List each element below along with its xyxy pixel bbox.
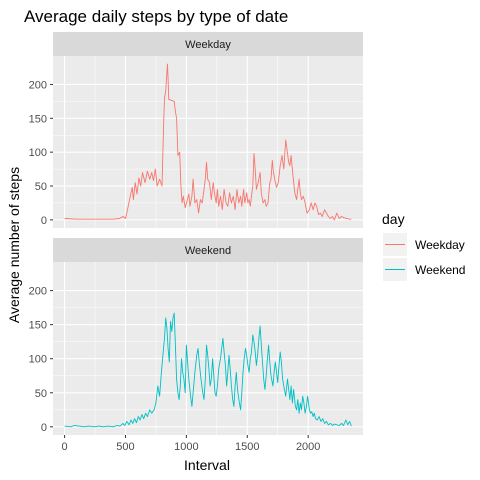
legend-label-weekday: Weekday [415, 238, 465, 252]
facet-strip [53, 238, 363, 262]
y-tick-label: 100 [29, 147, 47, 159]
legend: day Weekday Weekend [382, 211, 465, 281]
x-tick-label: 0 [62, 441, 68, 453]
legend-title: day [382, 211, 405, 227]
x-tick-label: 500 [116, 441, 134, 453]
y-tick-label: 150 [29, 320, 47, 332]
panel-background [53, 262, 363, 435]
panel-background [53, 56, 363, 228]
x-tick-label: 2000 [296, 441, 320, 453]
x-tick-label: 1500 [235, 441, 259, 453]
legend-label-weekend: Weekend [415, 263, 465, 277]
x-tick-label: 1000 [174, 441, 198, 453]
y-tick-label: 50 [35, 388, 47, 400]
facet-panel-weekday: Weekday 0 50 100 150 200 [29, 32, 363, 228]
y-axis-title: Average number of steps [6, 167, 22, 323]
series-line-weekday [64, 63, 352, 221]
y-tick-label: 0 [41, 215, 47, 227]
y-tick-label: 0 [41, 422, 47, 434]
y-tick-label: 100 [29, 354, 47, 366]
y-tick-label: 200 [29, 286, 47, 298]
facet-strip [53, 32, 363, 56]
y-tick-label: 200 [29, 79, 47, 91]
facet-strip-label: Weekend [185, 245, 231, 257]
y-tick-label: 50 [35, 181, 47, 193]
chart-title: Average daily steps by type of date [24, 7, 288, 26]
series-line-weekend [64, 312, 352, 428]
x-axis-title: Interval [184, 457, 230, 473]
y-tick-label: 150 [29, 113, 47, 125]
facet-strip-label: Weekday [185, 39, 231, 51]
